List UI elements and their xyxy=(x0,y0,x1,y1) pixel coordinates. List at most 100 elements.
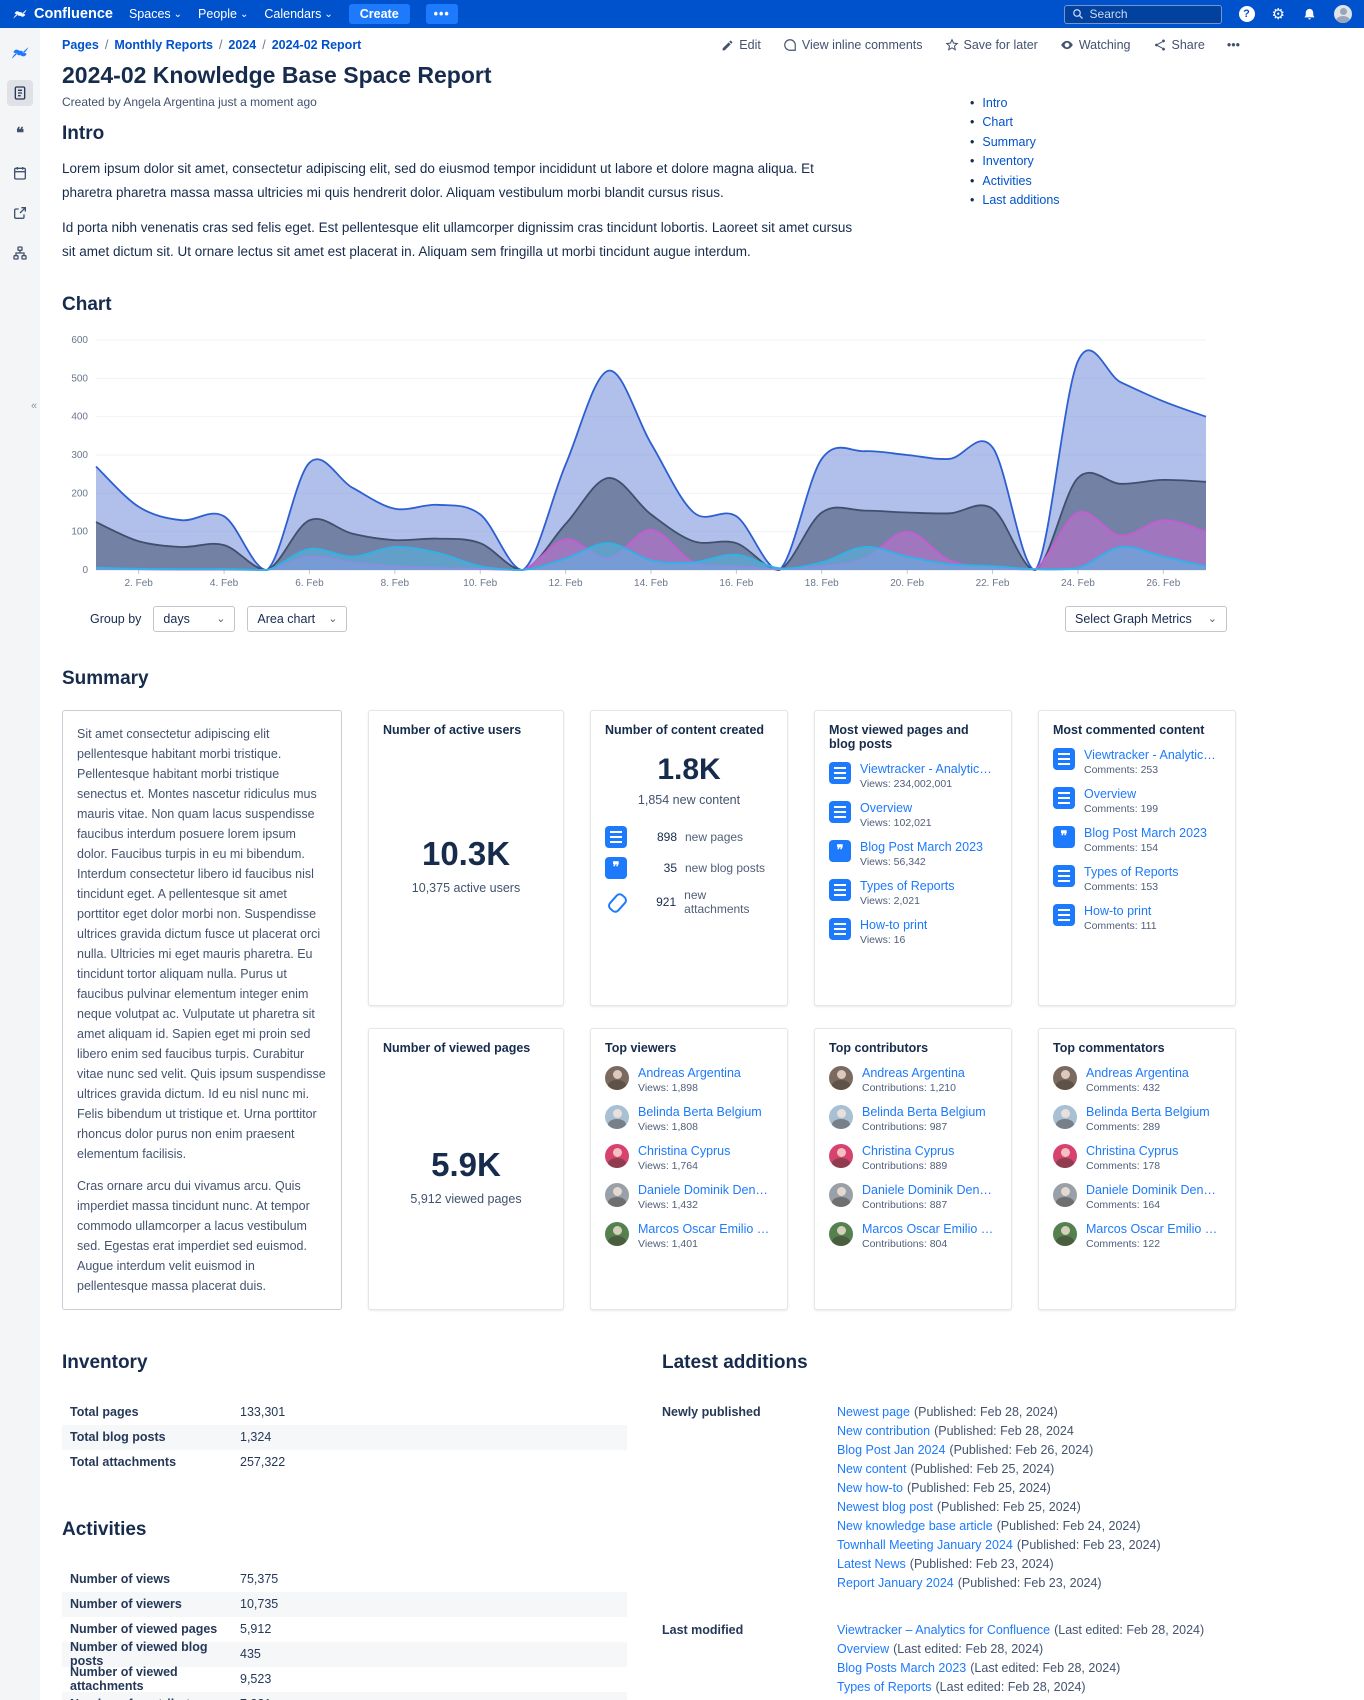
person-link[interactable]: Christina Cyprus xyxy=(862,1143,955,1158)
toc-link[interactable]: Intro xyxy=(982,96,1008,110)
latest-link[interactable]: How-to print xyxy=(837,1699,904,1700)
view-inline-comments-button[interactable]: View inline comments xyxy=(783,38,923,52)
inventory-row: Total pages 133,301 xyxy=(70,1405,286,1419)
save-for-later-button[interactable]: Save for later xyxy=(945,38,1038,52)
content-link[interactable]: Types of Reports xyxy=(1084,864,1179,879)
most-viewed-item: Overview Views: 102,021 xyxy=(829,800,997,829)
content-link[interactable]: Blog Post March 2023 xyxy=(1084,825,1207,840)
breadcrumb-link[interactable]: 2024 xyxy=(228,38,257,52)
person-link[interactable]: Andreas Argentina xyxy=(638,1065,741,1080)
person-link[interactable]: Andreas Argentina xyxy=(862,1065,965,1080)
latest-link[interactable]: Report January 2024 xyxy=(837,1575,954,1590)
person-link[interactable]: Andreas Argentina xyxy=(1086,1065,1189,1080)
profile-avatar[interactable] xyxy=(1334,5,1352,23)
svg-text:20. Feb: 20. Feb xyxy=(890,578,924,589)
toc-link[interactable]: Activities xyxy=(982,173,1032,188)
top-nav-item[interactable]: People ⌄ xyxy=(198,7,249,21)
content-created-card: Number of content created 1.8K 1,854 new… xyxy=(590,709,788,1006)
person-row: Christina Cyprus Views: 1,764 xyxy=(605,1143,773,1172)
share-button[interactable]: Share xyxy=(1153,38,1205,52)
person-link[interactable]: Marcos Oscar Emilio Luis Esper... xyxy=(862,1221,997,1236)
content-link[interactable]: How-to print xyxy=(1084,903,1152,918)
avatar xyxy=(605,1065,629,1090)
breadcrumb: Pages Monthly Reports 2024 2024-02 Report xyxy=(62,38,361,52)
svg-text:600: 600 xyxy=(71,335,88,346)
person-link[interactable]: Daniele Dominik Denmark xyxy=(1086,1182,1221,1197)
toc-link[interactable]: Inventory xyxy=(982,154,1034,169)
toc-link[interactable]: Summary xyxy=(982,134,1036,149)
person-link[interactable]: Marcos Oscar Emilio Luis Esper... xyxy=(1086,1221,1221,1236)
content-link[interactable]: Types of Reports xyxy=(860,878,955,893)
search-box[interactable] xyxy=(1063,4,1222,24)
notifications-bell-icon[interactable] xyxy=(1302,7,1317,22)
latest-link[interactable]: New content xyxy=(837,1461,907,1476)
person-link[interactable]: Belinda Berta Belgium xyxy=(1086,1104,1210,1119)
settings-gear-icon[interactable]: ⚙ xyxy=(1271,5,1285,23)
activity-row: Number of viewed attachments 9,523 xyxy=(70,1665,272,1693)
latest-link[interactable]: Newest blog post xyxy=(837,1499,933,1514)
confluence-logo[interactable]: Confluence xyxy=(12,6,113,22)
activities-section: Activities Number of views 75,375 Number… xyxy=(62,1519,627,1700)
sidebar-shortcuts-icon[interactable] xyxy=(7,200,33,226)
toc-link[interactable]: Last additions xyxy=(982,192,1060,207)
svg-text:24. Feb: 24. Feb xyxy=(1061,578,1095,589)
latest-link[interactable]: New contribution xyxy=(837,1423,931,1438)
content-link[interactable]: Overview xyxy=(1084,786,1137,801)
person-link[interactable]: Daniele Dominik Denmark xyxy=(862,1182,997,1197)
latest-link[interactable]: New how-to xyxy=(837,1480,903,1495)
last-modified-item: Blog Posts March 2023 (Last edited: Feb 2… xyxy=(837,1660,1121,1675)
latest-link[interactable]: Viewtracker – Analytics for Confluence xyxy=(837,1622,1051,1637)
last-modified-item: Overview (Last edited: Feb 28, 2024) xyxy=(837,1641,1044,1656)
latest-link[interactable]: Overview xyxy=(837,1641,890,1656)
graph-metrics-select[interactable]: Select Graph Metrics ⌄ xyxy=(1065,605,1227,632)
person-link[interactable]: Daniele Dominik Denmark xyxy=(638,1182,773,1197)
latest-link[interactable]: New knowledge base article xyxy=(837,1518,993,1533)
avatar xyxy=(1053,1182,1077,1207)
person-link[interactable]: Belinda Berta Belgium xyxy=(638,1104,762,1119)
latest-link[interactable]: Latest News xyxy=(837,1556,906,1571)
sidebar-pages-icon[interactable] xyxy=(7,80,33,106)
space-logo-icon[interactable] xyxy=(7,40,33,66)
app-header: Confluence Spaces ⌄ People ⌄ Calendars ⌄ Crea… xyxy=(0,0,1364,28)
chart-type-select[interactable]: Area chart ⌄ xyxy=(247,605,348,632)
latest-link[interactable]: Townhall Meeting January 2024 xyxy=(837,1537,1013,1552)
group-by-select[interactable]: days ⌄ xyxy=(153,605,236,632)
content-link[interactable]: Viewtracker - Analytics for Conf... xyxy=(1084,747,1221,762)
create-button[interactable]: Create xyxy=(348,4,410,24)
person-link[interactable]: Belinda Berta Belgium xyxy=(862,1104,986,1119)
content-link[interactable]: Blog Post March 2023 xyxy=(860,839,983,854)
watching-button[interactable]: Watching xyxy=(1060,38,1131,52)
latest-link[interactable]: Types of Reports xyxy=(837,1679,932,1694)
content-link[interactable]: Viewtracker - Analytics for Conf... xyxy=(860,761,997,776)
person-link[interactable]: Christina Cyprus xyxy=(638,1143,731,1158)
top-nav-item[interactable]: Spaces ⌄ xyxy=(128,7,183,21)
sidebar-blog-icon[interactable]: ❝ xyxy=(15,125,25,142)
search-input[interactable] xyxy=(1089,7,1200,21)
person-link[interactable]: Christina Cyprus xyxy=(1086,1143,1179,1158)
top-nav-item[interactable]: Calendars ⌄ xyxy=(264,7,333,21)
sidebar-calendar-icon[interactable] xyxy=(7,160,33,186)
svg-text:18. Feb: 18. Feb xyxy=(805,578,839,589)
person-link[interactable]: Marcos Oscar Emilio Luis Esper... xyxy=(638,1221,773,1236)
content-link[interactable]: Overview xyxy=(860,800,913,815)
toc-link[interactable]: Chart xyxy=(982,115,1013,130)
viewed-pages-card: Number of viewed pages 5.9K 5,912 viewed… xyxy=(368,1027,564,1310)
more-nav-button[interactable]: ••• xyxy=(425,4,458,24)
edit-button[interactable]: Edit xyxy=(721,38,761,52)
sidebar-tree-icon[interactable] xyxy=(7,240,33,266)
most-viewed-item: Blog Post March 2023 Views: 56,342 xyxy=(829,839,997,868)
help-icon[interactable]: ? xyxy=(1238,6,1255,22)
more-actions-button[interactable]: ••• xyxy=(1226,38,1240,52)
latest-link[interactable]: Blog Posts March 2023 xyxy=(837,1660,967,1675)
breadcrumb-link[interactable]: Pages xyxy=(62,38,99,52)
chevron-down-icon: ⌄ xyxy=(239,8,249,20)
breadcrumb-link[interactable]: 2024-02 Report xyxy=(271,38,362,52)
activity-row: Number of viewed pages 5,912 xyxy=(70,1622,272,1636)
breadcrumb-link[interactable]: Monthly Reports xyxy=(114,38,213,52)
latest-link[interactable]: Blog Post Jan 2024 xyxy=(837,1442,946,1457)
sidebar-collapse-handle[interactable]: « xyxy=(31,400,38,412)
content-link[interactable]: How-to print xyxy=(860,917,928,932)
latest-link[interactable]: Newest page xyxy=(837,1404,910,1419)
group-by-label: Group by xyxy=(90,611,142,626)
newly-published-item: New contribution (Published: Feb 28, 2024 xyxy=(837,1423,1074,1438)
